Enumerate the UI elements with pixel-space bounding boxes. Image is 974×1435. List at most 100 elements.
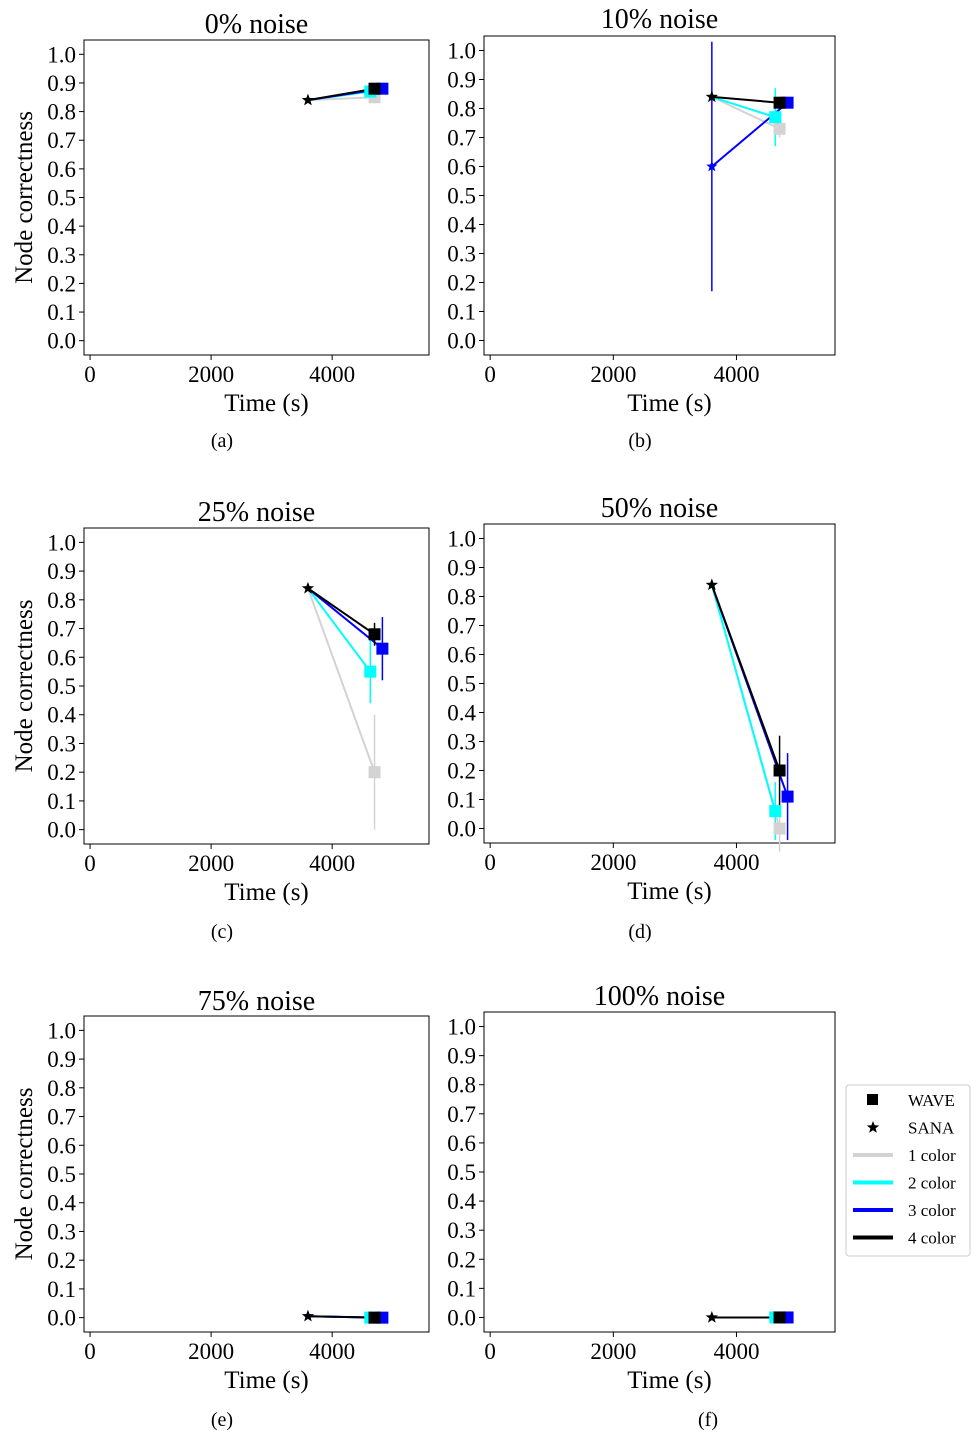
y-tick-label: 0.9: [47, 1047, 76, 1072]
panel-title: 50% noise: [601, 493, 718, 524]
y-tick-label: 0.0: [47, 329, 76, 354]
y-tick-label: 0.4: [47, 1191, 76, 1216]
wave-point: [773, 96, 786, 109]
x-axis-label: Time (s): [627, 390, 712, 417]
series-4-color: [307, 87, 375, 102]
series-1-color: [307, 96, 375, 102]
y-tick-label: 1.0: [447, 39, 476, 64]
series-line: [710, 584, 777, 812]
x-tick-label: 0: [484, 850, 496, 875]
panel-title: 100% noise: [594, 981, 725, 1012]
series-4-color: [307, 1315, 375, 1319]
wave-point: [376, 642, 389, 655]
y-tick-label: 0.4: [447, 701, 476, 726]
panel-d: 50% noise 0.0 0.1 0.2 0.3 0.4 0.5 0.6 0.7 0.8 0.9 1…: [447, 493, 836, 943]
y-tick-label: 0.2: [47, 760, 76, 785]
x-tick-label: 4000: [309, 1339, 355, 1364]
legend-label: 1 color: [908, 1146, 956, 1165]
y-tick-label: 0.8: [447, 97, 476, 122]
legend-label: 3 color: [908, 1201, 956, 1220]
panel-b: 10% noise 0.0 0.1 0.2 0.3 0.4 0.5 0.6 0.7 0.8 0.9 1…: [447, 4, 836, 452]
panel-title: 75% noise: [198, 986, 315, 1017]
x-tick-label: 4000: [713, 850, 759, 875]
sana-point: [706, 160, 718, 172]
y-tick-label: 0.5: [447, 1160, 476, 1185]
y-tick-label: 0.6: [447, 155, 476, 180]
series-line: [307, 87, 375, 102]
y-axis-label: Node correctness: [11, 600, 38, 773]
legend-label: SANA: [908, 1119, 955, 1138]
sana-point: [705, 578, 719, 591]
x-axis-label: Time (s): [627, 1367, 712, 1394]
y-tick-label: 0.4: [47, 214, 76, 239]
wave-point: [769, 111, 782, 124]
y-tick-label: 0.8: [47, 588, 76, 613]
legend-square-icon: [867, 1094, 878, 1105]
wave-point: [781, 790, 794, 803]
y-tick-label: 0.6: [47, 645, 76, 670]
sana-point: [301, 1309, 315, 1322]
panel-c: 25% noise 0.0 0.1 0.2 0.3 0.4 0.5 0.6 0.7 0.8 0.9 1…: [11, 497, 430, 943]
y-tick-label: 0.9: [447, 1044, 476, 1069]
series-line: [307, 96, 375, 102]
x-axis-label: Time (s): [224, 1367, 309, 1394]
y-tick-label: 0.3: [47, 243, 76, 268]
legend-box: [845, 1084, 971, 1257]
y-tick-label: 0.7: [47, 128, 76, 153]
x-tick-label: 0: [484, 362, 496, 387]
x-tick-label: 4000: [309, 362, 355, 387]
wave-point: [364, 665, 377, 678]
panel-caption: (d): [628, 921, 651, 943]
y-tick-label: 1.0: [47, 1018, 76, 1043]
y-tick-label: 0.2: [47, 271, 76, 296]
series-3-color: [706, 41, 789, 292]
y-tick-label: 0.3: [447, 730, 476, 755]
sana-point: [301, 93, 315, 106]
y-tick-label: 0.1: [47, 300, 76, 325]
y-tick-label: 0.9: [47, 71, 76, 96]
legend: WAVE SANA 1 color 2 color 3 color 4 color: [845, 1084, 971, 1257]
y-tick-label: 0.7: [47, 1105, 76, 1130]
y-tick-label: 0.9: [447, 68, 476, 93]
y-tick-label: 0.8: [47, 1076, 76, 1101]
y-tick-label: 0.5: [47, 674, 76, 699]
x-tick-label: 2000: [188, 851, 234, 876]
plot-frame: [83, 1015, 430, 1333]
x-tick-label: 0: [84, 1339, 96, 1364]
y-tick-label: 0.6: [47, 1133, 76, 1158]
sana-point: [705, 1310, 719, 1323]
x-axis-label: Time (s): [224, 390, 309, 417]
wave-point: [773, 764, 786, 777]
y-tick-label: 0.5: [447, 184, 476, 209]
x-tick-label: 0: [84, 851, 96, 876]
y-tick-label: 0.0: [447, 817, 476, 842]
y-tick-label: 1.0: [47, 42, 76, 67]
x-tick-label: 4000: [713, 1339, 759, 1364]
wave-point: [773, 1311, 786, 1324]
panel-title: 10% noise: [601, 4, 718, 35]
x-tick-label: 2000: [188, 1339, 234, 1364]
panel-caption: (f): [698, 1409, 718, 1431]
y-tick-label: 0.4: [47, 703, 76, 728]
series-2-color: [307, 587, 372, 704]
y-tick-label: 0.8: [447, 1073, 476, 1098]
y-tick-label: 0.3: [47, 731, 76, 756]
x-axis-label: Time (s): [224, 879, 309, 906]
y-tick-label: 0.3: [447, 1218, 476, 1243]
panel-f: 100% noise 0.0 0.1 0.2 0.3 0.4 0.5 0.6 0.7 0.8 0.9…: [447, 981, 836, 1431]
y-tick-label: 0.8: [47, 100, 76, 125]
y-axis-label: Node correctness: [11, 111, 38, 284]
y-tick-label: 0.2: [447, 759, 476, 784]
plot-frame: [483, 1011, 836, 1333]
y-tick-label: 0.2: [47, 1248, 76, 1273]
legend-star-icon: [866, 1121, 880, 1133]
wave-point: [368, 1311, 381, 1324]
y-tick-label: 0.3: [47, 1219, 76, 1244]
series-line: [307, 587, 376, 773]
panel-caption: (c): [211, 921, 233, 943]
panel-title: 0% noise: [205, 9, 308, 40]
y-tick-label: 0.0: [447, 1305, 476, 1330]
series-line: [711, 95, 781, 130]
y-tick-label: 0.1: [447, 1276, 476, 1301]
x-tick-label: 2000: [590, 850, 636, 875]
